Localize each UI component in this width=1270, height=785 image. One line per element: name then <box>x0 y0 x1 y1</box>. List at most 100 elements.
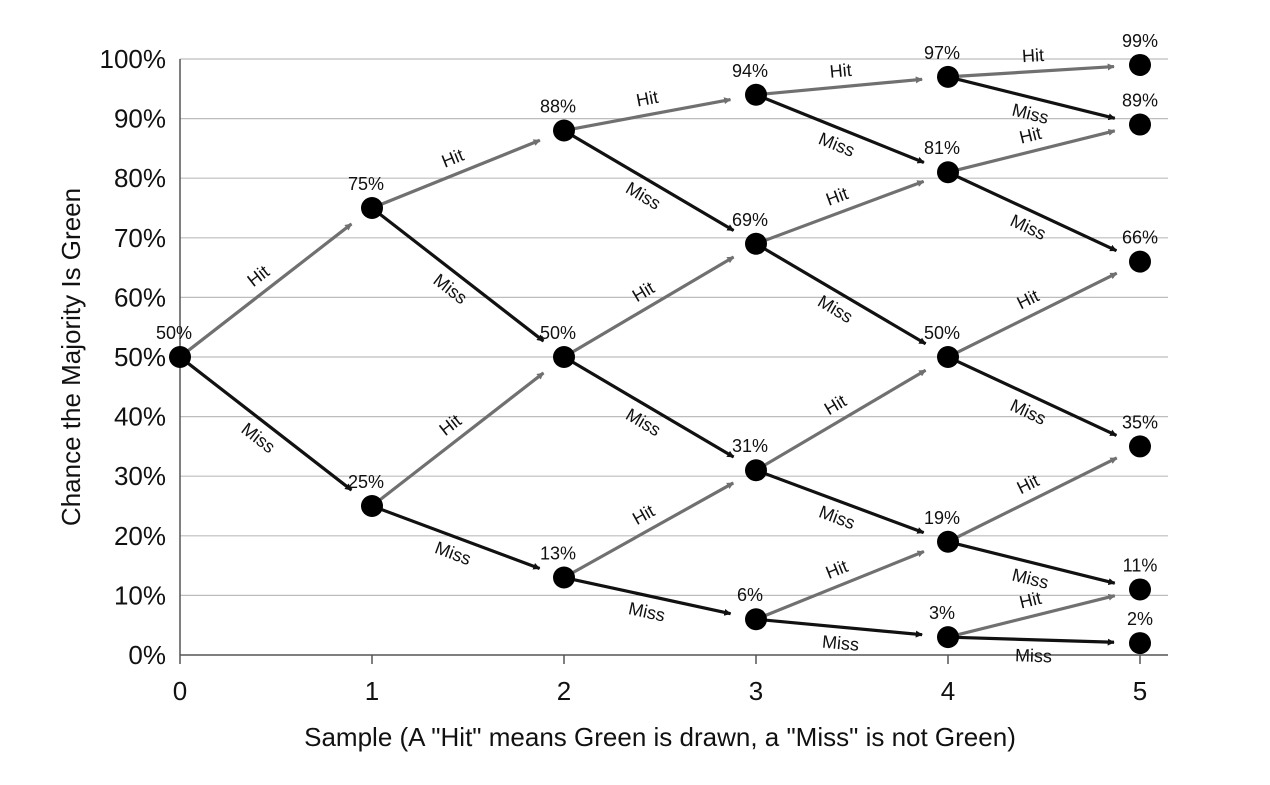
y-tick-label: 10% <box>114 580 166 610</box>
miss-label: Miss <box>622 178 664 214</box>
y-tick-label: 60% <box>114 282 166 312</box>
hit-arrow <box>953 593 1116 638</box>
hit-label: Hit <box>823 183 851 209</box>
tree-node <box>937 161 959 184</box>
miss-arrow <box>375 210 545 343</box>
miss-arrow <box>953 76 1116 121</box>
tree-node <box>553 119 575 142</box>
miss-arrow <box>183 359 353 492</box>
hit-label: Hit <box>823 556 851 583</box>
node-value-label: 35% <box>1122 412 1158 432</box>
hit-label: Hit <box>829 60 853 82</box>
node-value-label: 11% <box>1123 555 1158 575</box>
tree-node <box>1129 578 1151 601</box>
tree-node <box>937 65 959 88</box>
miss-arrow <box>761 470 925 535</box>
miss-arrow <box>952 173 1118 253</box>
y-tick-label: 40% <box>114 402 166 432</box>
tree-node <box>937 530 959 553</box>
tree-node <box>937 346 959 368</box>
miss-label: Miss <box>622 404 664 440</box>
hit-label: Hit <box>1017 123 1043 148</box>
y-tick-label: 30% <box>114 461 166 491</box>
x-tick-label: 4 <box>941 676 955 706</box>
hit-arrow <box>183 222 353 355</box>
miss-arrow <box>569 577 732 616</box>
x-tick-label: 1 <box>365 676 379 706</box>
hit-arrow <box>952 271 1118 356</box>
x-tick-label: 0 <box>173 676 187 706</box>
hit-label: Hit <box>629 501 658 529</box>
tree-edges: HitMissHitMissHitMissHitMissHitMissHitMi… <box>183 45 1118 666</box>
hit-arrow <box>376 138 541 208</box>
tree-node <box>1129 632 1151 655</box>
miss-label: Miss <box>627 598 667 625</box>
node-value-label: 50% <box>540 323 576 343</box>
miss-arrow <box>952 358 1118 437</box>
tree-node <box>361 197 383 219</box>
y-tick-label: 100% <box>100 44 167 74</box>
miss-arrow <box>953 635 1115 646</box>
tree-node <box>745 232 767 255</box>
hit-label: Hit <box>821 391 850 419</box>
tree-node <box>1129 250 1151 273</box>
tree-node <box>1129 435 1151 458</box>
node-value-label: 3% <box>929 603 955 623</box>
node-value-label: 69% <box>732 210 768 230</box>
tree-node <box>937 626 959 649</box>
node-value-label: 50% <box>924 323 960 343</box>
miss-label: Miss <box>814 291 856 327</box>
node-value-label: 31% <box>732 436 768 456</box>
tree-node <box>1129 113 1151 136</box>
hit-arrow <box>568 481 735 576</box>
tree-node <box>361 495 383 517</box>
miss-arrow <box>761 618 923 638</box>
y-tick-label: 70% <box>114 223 166 253</box>
tree-node <box>745 83 767 106</box>
x-axis-title: Sample (A "Hit" means Green is drawn, a … <box>304 722 1016 752</box>
y-axis-title: Chance the Majority Is Green <box>56 188 86 526</box>
miss-arrow <box>760 95 925 164</box>
hit-arrow <box>761 76 923 96</box>
miss-arrow <box>760 245 927 346</box>
tree-node <box>745 608 767 631</box>
hit-arrow <box>568 255 735 356</box>
node-value-label: 89% <box>1122 91 1158 111</box>
hit-arrow <box>569 97 732 131</box>
miss-label: Miss <box>821 632 860 655</box>
node-value-label: 75% <box>348 174 384 194</box>
tree-node <box>745 459 767 482</box>
miss-label: Miss <box>1015 645 1053 666</box>
hit-label: Hit <box>1014 286 1043 314</box>
hit-label: Hit <box>635 87 660 111</box>
x-tick-label: 2 <box>557 676 571 706</box>
miss-arrow <box>568 358 735 459</box>
hit-arrow <box>760 550 925 619</box>
miss-label: Miss <box>1010 100 1051 128</box>
node-value-label: 25% <box>348 472 384 492</box>
node-value-label: 97% <box>924 43 960 63</box>
node-value-label: 88% <box>540 97 576 117</box>
miss-arrow <box>377 506 541 570</box>
node-value-label: 13% <box>540 544 576 564</box>
hit-label: Hit <box>439 145 467 172</box>
node-value-label: 6% <box>737 585 763 605</box>
hit-arrow <box>953 128 1116 173</box>
y-tick-label: 20% <box>114 521 166 551</box>
hit-arrow <box>952 456 1118 541</box>
y-tick-label: 50% <box>114 342 166 372</box>
node-value-label: 66% <box>1122 228 1158 248</box>
tree-node <box>1129 53 1151 76</box>
node-value-label: 50% <box>156 323 192 343</box>
tree-node <box>553 566 575 589</box>
y-tick-label: 80% <box>114 163 166 193</box>
node-value-label: 99% <box>1122 31 1158 51</box>
x-tick-label: 3 <box>749 676 763 706</box>
hit-arrow <box>760 368 927 469</box>
node-value-label: 19% <box>924 508 960 528</box>
hit-label: Hit <box>1017 588 1043 613</box>
hit-label: Hit <box>1014 470 1043 498</box>
node-value-label: 81% <box>924 138 960 158</box>
hit-arrow <box>953 63 1115 79</box>
hit-label: Hit <box>629 278 658 306</box>
